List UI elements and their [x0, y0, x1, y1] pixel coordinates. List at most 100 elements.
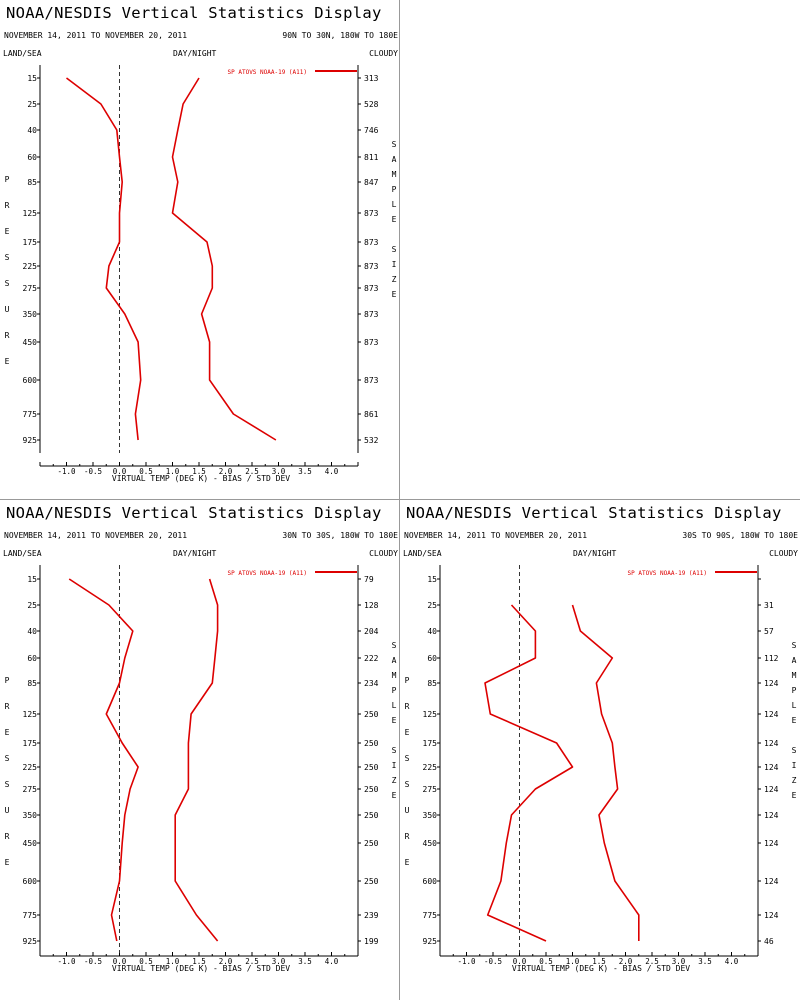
- pressure-level-label: 925: [423, 937, 438, 946]
- sample-size-label: 873: [364, 284, 379, 293]
- y-axis-label-char: R: [5, 832, 10, 841]
- sample-size-label: 313: [364, 74, 379, 83]
- pressure-level-label: 225: [23, 763, 38, 772]
- y-axis-label-char: S: [5, 780, 10, 789]
- horizontal-panel-separator: [0, 499, 800, 500]
- date-range: NOVEMBER 14, 2011 TO NOVEMBER 20, 2011: [4, 531, 188, 540]
- sample-size-label: 124: [764, 739, 779, 748]
- x-tick-label: 1.0: [166, 957, 180, 966]
- y-axis-label-char: R: [5, 331, 10, 340]
- x-tick-label: -1.0: [457, 957, 476, 966]
- pressure-level-label: 85: [427, 679, 437, 688]
- std-dev-series-line: [174, 578, 219, 942]
- y-axis-label-char: S: [5, 754, 10, 763]
- cloudy-label: CLOUDY: [369, 49, 398, 58]
- sample-size-label: 124: [764, 839, 779, 848]
- pressure-level-label: 15: [27, 74, 37, 83]
- pressure-level-label: 275: [423, 785, 438, 794]
- pressure-level-label: 40: [27, 627, 37, 636]
- sample-size-label: 861: [364, 410, 379, 419]
- y-axis-label-char: E: [5, 858, 10, 867]
- y2-axis-label-char: Z: [392, 275, 397, 284]
- pressure-level-label: 775: [423, 911, 438, 920]
- pressure-level-label: 600: [23, 376, 38, 385]
- pressure-level-label: 275: [23, 284, 38, 293]
- x-tick-label: 0.0: [113, 467, 127, 476]
- date-range: NOVEMBER 14, 2011 TO NOVEMBER 20, 2011: [404, 531, 588, 540]
- y2-axis-label-char: E: [392, 290, 397, 299]
- y-axis-label-char: E: [405, 728, 410, 737]
- y-axis-label-char: S: [405, 754, 410, 763]
- pressure-level-label: 225: [23, 262, 38, 271]
- sample-size-label: 250: [364, 877, 379, 886]
- bias-series-line: [484, 604, 574, 942]
- display-title: NOAA/NESDIS Vertical Statistics Display: [6, 4, 382, 22]
- pressure-level-label: 450: [23, 839, 38, 848]
- y2-axis-label-char: E: [392, 215, 397, 224]
- sample-size-label: 112: [764, 654, 779, 663]
- y2-axis-label-char: E: [392, 716, 397, 725]
- x-tick-label: 2.5: [645, 957, 659, 966]
- profile-plot: -1.0 -0.5 0.0 0.5 1.0 1.5 2.0 2.5 3.0 3.5 4.0 VIRTU…: [5, 565, 397, 973]
- region-label: 30S TO 90S, 180W TO 180E: [682, 531, 798, 540]
- pressure-level-label: 175: [423, 739, 438, 748]
- display-title: NOAA/NESDIS Vertical Statistics Display: [6, 504, 382, 522]
- y-axis-label-char: S: [405, 780, 410, 789]
- x-tick-label: 0.5: [139, 957, 153, 966]
- sample-size-label: 746: [364, 126, 379, 135]
- day-night-label: DAY/NIGHT: [173, 549, 217, 558]
- sample-size-label: 124: [764, 911, 779, 920]
- sample-size-label: 873: [364, 376, 379, 385]
- pressure-level-label: 60: [27, 654, 37, 663]
- land-sea-label: LAND/SEA: [3, 49, 42, 58]
- sample-size-label: 250: [364, 839, 379, 848]
- sample-size-label: 124: [764, 763, 779, 772]
- x-tick-label: 3.5: [698, 957, 712, 966]
- display-title: NOAA/NESDIS Vertical Statistics Display: [406, 504, 782, 522]
- pressure-level-label: 450: [23, 338, 38, 347]
- x-tick-label: -0.5: [484, 957, 502, 966]
- pressure-level-label: 600: [23, 877, 38, 886]
- pressure-level-label: 175: [23, 739, 38, 748]
- sample-size-label: 873: [364, 238, 379, 247]
- x-tick-label: 1.0: [166, 467, 180, 476]
- x-tick-label: 0.5: [139, 467, 153, 476]
- y2-axis-label-char: S: [392, 140, 397, 149]
- x-axis-label: VIRTUAL TEMP (DEG K) - BIAS / STD DEV: [512, 964, 690, 973]
- region-label: 90N TO 30N, 180W TO 180E: [282, 31, 398, 40]
- y-axis-label-char: P: [405, 676, 410, 685]
- pressure-level-label: 125: [23, 209, 38, 218]
- x-tick-label: 0.0: [513, 957, 527, 966]
- y2-axis-label-char: I: [792, 761, 797, 770]
- pressure-level-label: 125: [23, 710, 38, 719]
- y2-axis-label-char: S: [792, 746, 797, 755]
- y-axis-label-char: E: [5, 357, 10, 366]
- x-tick-label: 2.5: [245, 467, 259, 476]
- pressure-level-label: 925: [23, 436, 38, 445]
- sample-size-label: 811: [364, 153, 379, 162]
- x-tick-label: -1.0: [57, 467, 76, 476]
- pressure-level-label: 85: [27, 178, 37, 187]
- pressure-level-label: 350: [23, 310, 38, 319]
- sample-size-label: 234: [364, 679, 379, 688]
- chart-panel-tropics: NOAA/NESDIS Vertical Statistics Display …: [0, 500, 400, 1000]
- y-axis-label-char: U: [405, 806, 410, 815]
- y2-axis-label-char: L: [392, 200, 397, 209]
- sample-size-label: 46: [764, 937, 774, 946]
- pressure-level-label: 925: [23, 937, 38, 946]
- pressure-level-label: 775: [23, 410, 38, 419]
- day-night-label: DAY/NIGHT: [573, 549, 617, 558]
- sample-size-label: 199: [364, 937, 379, 946]
- bias-series-line: [66, 77, 142, 441]
- pressure-level-label: 60: [427, 654, 437, 663]
- sample-size-label: 873: [364, 209, 379, 218]
- y2-axis-label-char: I: [392, 761, 397, 770]
- sample-size-label: 204: [364, 627, 379, 636]
- y2-axis-label-char: P: [792, 686, 797, 695]
- y2-axis-label-char: E: [392, 791, 397, 800]
- y2-axis-label-char: M: [792, 671, 797, 680]
- day-night-label: DAY/NIGHT: [173, 49, 217, 58]
- y-axis-label-char: P: [5, 676, 10, 685]
- y2-axis-label-char: P: [392, 185, 397, 194]
- chart-panel-nh: NOAA/NESDIS Vertical Statistics Display …: [0, 0, 400, 500]
